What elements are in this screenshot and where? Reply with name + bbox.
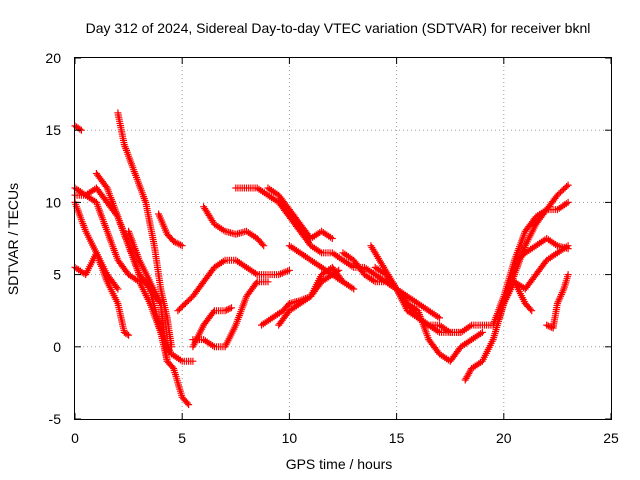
x-tick-label: 20 — [496, 430, 512, 446]
series-pass-m — [200, 203, 268, 250]
series-markers — [71, 184, 197, 365]
series-markers — [232, 184, 443, 322]
x-tick-label: 0 — [71, 430, 79, 446]
series-pass-j — [174, 256, 293, 315]
y-tick-label: 5 — [53, 267, 61, 283]
series-markers — [275, 263, 347, 329]
series-pass-g — [114, 109, 175, 351]
series-pass-r — [275, 263, 347, 329]
chart-title: Day 312 of 2024, Sidereal Day-to-day VTE… — [86, 20, 591, 36]
series-markers — [200, 203, 268, 250]
series-markers — [367, 242, 465, 336]
axis-ticks: 0 5 10 15 20 25 -5 0 5 10 15 20 — [45, 50, 619, 446]
y-tick-label: -5 — [49, 411, 62, 427]
series-markers — [264, 184, 336, 242]
series-markers — [189, 278, 272, 351]
x-tick-label: 5 — [178, 430, 186, 446]
y-tick-label: 10 — [45, 194, 61, 210]
series-pass-o — [264, 184, 336, 242]
series-pass-z — [511, 278, 536, 315]
series-markers — [155, 210, 186, 250]
series-markers — [543, 271, 572, 332]
series-pass-u — [367, 242, 465, 336]
x-tick-label: 15 — [389, 430, 405, 446]
series-markers — [71, 122, 85, 134]
x-axis-title: GPS time / hours — [286, 456, 393, 472]
series-pass-b — [71, 184, 197, 365]
y-tick-label: 15 — [45, 122, 61, 138]
series-pass-h — [125, 227, 169, 351]
series-pass-l — [189, 304, 235, 351]
series-pass-e — [71, 184, 193, 409]
series-markers — [189, 304, 235, 351]
series-pass-aa — [543, 271, 572, 332]
data-series — [71, 109, 572, 409]
series-pass-n — [232, 184, 443, 322]
y-tick-label: 20 — [45, 50, 61, 66]
series-markers — [125, 227, 169, 351]
series-pass-k — [189, 278, 272, 351]
y-axis-title: SDTVAR / TECUs — [5, 183, 21, 295]
series-markers — [114, 109, 175, 351]
series-markers — [71, 184, 193, 409]
series-pass-i — [155, 210, 186, 250]
series-markers — [174, 256, 293, 315]
series-markers — [511, 278, 536, 315]
y-tick-label: 0 — [53, 339, 61, 355]
series-pass-a — [71, 122, 85, 134]
series-markers — [339, 249, 497, 336]
x-tick-label: 25 — [603, 430, 619, 446]
x-tick-label: 10 — [282, 430, 298, 446]
plot-frame — [74, 57, 612, 420]
series-pass-s — [339, 249, 497, 336]
